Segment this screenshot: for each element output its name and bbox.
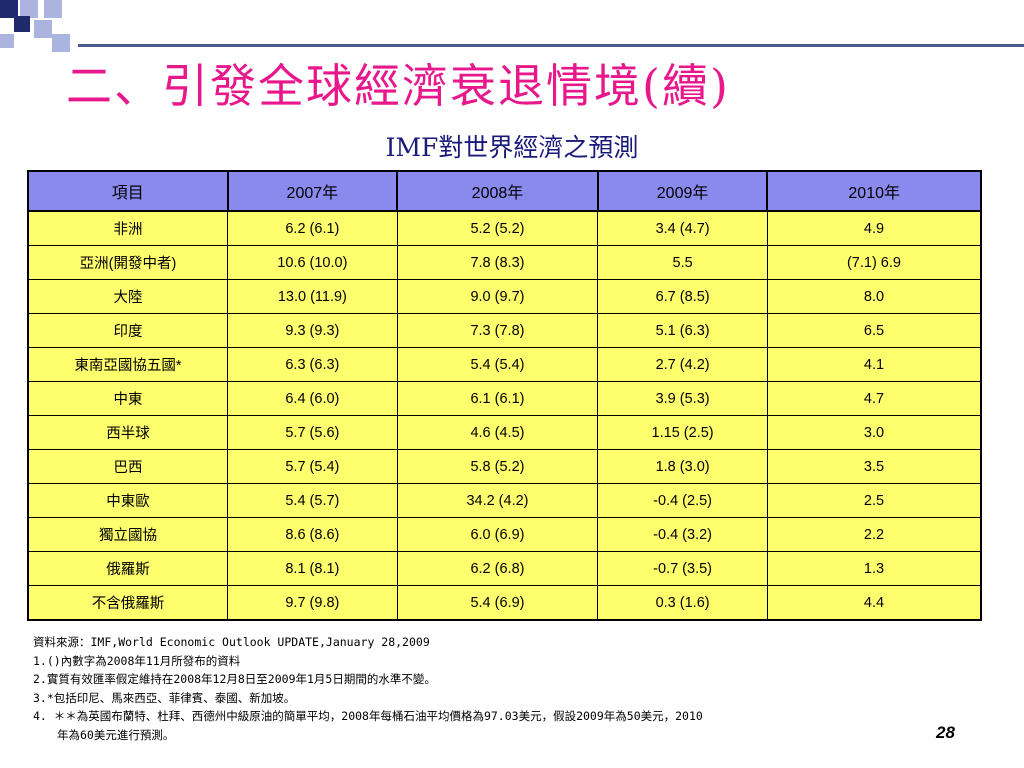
deco-square — [34, 20, 52, 38]
value-cell: 6.0 (6.9) — [396, 517, 599, 552]
footnote: 4. ＊＊為英國布蘭特、杜拜、西德州中級原油的簡單平均，2008年每桶石油平均價… — [33, 709, 703, 724]
value-cell: 4.1 — [766, 347, 982, 382]
value-cell: 5.4 (5.7) — [227, 483, 398, 518]
value-cell: -0.7 (3.5) — [597, 551, 768, 586]
table-row: 西半球 5.7 (5.6) 4.6 (4.5) 1.15 (2.5) 3.0 — [27, 415, 982, 450]
value-cell: 8.0 — [766, 279, 982, 314]
value-cell: 1.15 (2.5) — [597, 415, 768, 450]
value-cell: 7.8 (8.3) — [396, 245, 599, 280]
value-cell: 1.8 (3.0) — [597, 449, 768, 484]
value-cell: -0.4 (2.5) — [597, 483, 768, 518]
value-cell: 3.0 — [766, 415, 982, 450]
table-row: 大陸 13.0 (11.9) 9.0 (9.7) 6.7 (8.5) 8.0 — [27, 279, 982, 314]
header-cell: 2010年 — [766, 170, 982, 212]
value-cell: 5.4 (6.9) — [396, 585, 599, 621]
forecast-table: 項目 2007年 2008年 2009年 2010年 非洲 6.2 (6.1) 5.… — [27, 170, 982, 621]
region-cell: 東南亞國協五國* — [27, 347, 229, 382]
value-cell: 5.2 (5.2) — [396, 210, 599, 246]
value-cell: 6.5 — [766, 313, 982, 348]
region-cell: 不含俄羅斯 — [27, 585, 229, 621]
value-cell: 5.1 (6.3) — [597, 313, 768, 348]
value-cell: 6.2 (6.8) — [396, 551, 599, 586]
title-rule — [78, 44, 1024, 47]
slide-title: 二、引發全球經濟衰退情境(續) — [66, 59, 730, 113]
table-row: 中東 6.4 (6.0) 6.1 (6.1) 3.9 (5.3) 4.7 — [27, 381, 982, 416]
table-row: 不含俄羅斯 9.7 (9.8) 5.4 (6.9) 0.3 (1.6) 4.4 — [27, 585, 982, 621]
header-cell: 項目 — [27, 170, 229, 212]
value-cell: 3.5 — [766, 449, 982, 484]
footnotes: 資料來源：IMF,World Economic Outlook UPDATE,J… — [33, 633, 703, 745]
table-row: 東南亞國協五國* 6.3 (6.3) 5.4 (5.4) 2.7 (4.2) 4.1 — [27, 347, 982, 382]
value-cell: 6.4 (6.0) — [227, 381, 398, 416]
value-cell: 0.3 (1.6) — [597, 585, 768, 621]
value-cell: 3.4 (4.7) — [597, 210, 768, 246]
value-cell: 4.6 (4.5) — [396, 415, 599, 450]
table-row: 印度 9.3 (9.3) 7.3 (7.8) 5.1 (6.3) 6.5 — [27, 313, 982, 348]
footnote: 2.實質有效匯率假定維持在2008年12月8日至2009年1月5日期間的水準不變… — [33, 672, 436, 687]
header-cell: 2008年 — [396, 170, 599, 212]
table-row: 巴西 5.7 (5.4) 5.8 (5.2) 1.8 (3.0) 3.5 — [27, 449, 982, 484]
value-cell: 2.2 — [766, 517, 982, 552]
value-cell: 5.5 — [597, 245, 768, 280]
value-cell: 5.7 (5.6) — [227, 415, 398, 450]
table-row: 非洲 6.2 (6.1) 5.2 (5.2) 3.4 (4.7) 4.9 — [27, 210, 982, 246]
header-cell: 2007年 — [226, 170, 399, 212]
region-cell: 巴西 — [27, 449, 229, 484]
value-cell: -0.4 (3.2) — [597, 517, 768, 552]
region-cell: 大陸 — [27, 279, 229, 314]
footnote: 年為60美元進行預測。 — [57, 727, 175, 742]
value-cell: 10.6 (10.0) — [227, 245, 398, 280]
value-cell: 4.9 — [766, 210, 982, 246]
value-cell: 6.3 (6.3) — [227, 347, 398, 382]
deco-square — [52, 34, 70, 52]
deco-square — [14, 16, 30, 32]
page-number: 28 — [936, 723, 955, 742]
table-title: IMF對世界經濟之預測 — [385, 133, 639, 162]
value-cell: 4.4 — [766, 585, 982, 621]
region-cell: 獨立國協 — [27, 517, 229, 552]
value-cell: (7.1) 6.9 — [766, 245, 982, 280]
value-cell: 5.8 (5.2) — [396, 449, 599, 484]
header-cell: 2009年 — [596, 170, 769, 212]
region-cell: 非洲 — [27, 210, 229, 246]
region-cell: 印度 — [27, 313, 229, 348]
value-cell: 9.0 (9.7) — [396, 279, 599, 314]
region-cell: 亞洲(開發中者) — [27, 245, 229, 280]
value-cell: 8.6 (8.6) — [227, 517, 398, 552]
value-cell: 6.2 (6.1) — [227, 210, 398, 246]
value-cell: 13.0 (11.9) — [227, 279, 398, 314]
value-cell: 34.2 (4.2) — [396, 483, 599, 518]
value-cell: 3.9 (5.3) — [597, 381, 768, 416]
source-note: 資料來源：IMF,World Economic Outlook UPDATE,J… — [33, 635, 430, 649]
value-cell: 4.7 — [766, 381, 982, 416]
table-row: 俄羅斯 8.1 (8.1) 6.2 (6.8) -0.7 (3.5) 1.3 — [27, 551, 982, 586]
region-cell: 俄羅斯 — [27, 551, 229, 586]
value-cell: 8.1 (8.1) — [227, 551, 398, 586]
value-cell: 6.1 (6.1) — [396, 381, 599, 416]
deco-square — [20, 0, 38, 18]
value-cell: 6.7 (8.5) — [597, 279, 768, 314]
region-cell: 西半球 — [27, 415, 229, 450]
region-cell: 中東歐 — [27, 483, 229, 518]
footnote: 3.*包括印尼、馬來西亞、菲律賓、泰國、新加坡。 — [33, 690, 296, 705]
table-header-row: 項目 2007年 2008年 2009年 2010年 — [27, 170, 982, 212]
region-cell: 中東 — [27, 381, 229, 416]
value-cell: 2.7 (4.2) — [597, 347, 768, 382]
value-cell: 5.4 (5.4) — [396, 347, 599, 382]
deco-square — [44, 0, 62, 18]
table-row: 中東歐 5.4 (5.7) 34.2 (4.2) -0.4 (2.5) 2.5 — [27, 483, 982, 518]
value-cell: 9.7 (9.8) — [227, 585, 398, 621]
table-row: 獨立國協 8.6 (8.6) 6.0 (6.9) -0.4 (3.2) 2.2 — [27, 517, 982, 552]
value-cell: 5.7 (5.4) — [227, 449, 398, 484]
deco-square — [0, 34, 14, 48]
value-cell: 2.5 — [766, 483, 982, 518]
value-cell: 7.3 (7.8) — [396, 313, 599, 348]
value-cell: 1.3 — [766, 551, 982, 586]
value-cell: 9.3 (9.3) — [227, 313, 398, 348]
deco-square — [0, 0, 18, 18]
table-row: 亞洲(開發中者) 10.6 (10.0) 7.8 (8.3) 5.5 (7.1) 6.9 — [27, 245, 982, 280]
footnote: 1.()內數字為2008年11月所發布的資料 — [33, 653, 241, 668]
